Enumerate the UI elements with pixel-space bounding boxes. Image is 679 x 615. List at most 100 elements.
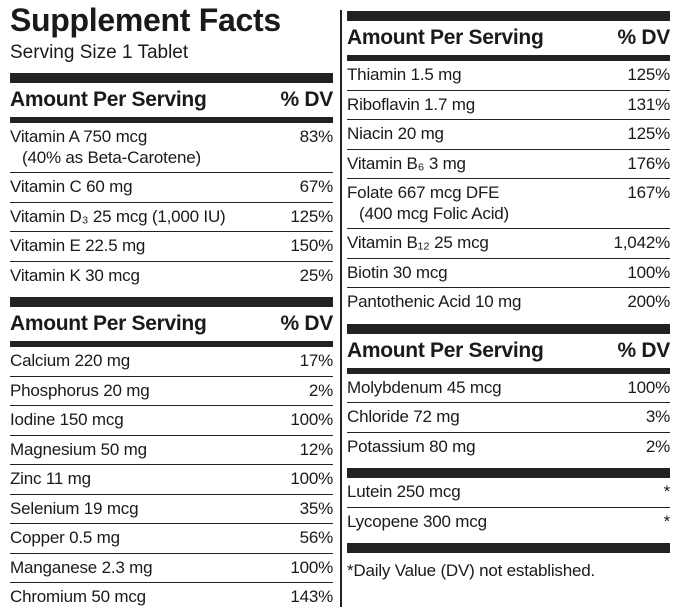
daily-value: 176%: [627, 153, 670, 173]
daily-value: 56%: [299, 528, 334, 547]
nutrient-name-cell: Potassium 80 mg: [347, 436, 476, 458]
nutrient-row: Molybdenum 45 mcg 100%: [347, 374, 670, 403]
nutrient-name-cell: Lycopene 300 mcg: [347, 512, 487, 533]
daily-value: 150%: [290, 236, 333, 255]
nutrient-name: Vitamin C 60 mg: [10, 177, 133, 196]
nutrient-row: Zinc 11 mg 100%: [10, 464, 333, 494]
nutrient-name: Chloride 72 mg: [347, 407, 460, 426]
nutrient-rows: Molybdenum 45 mcg 100% Chloride 72 mg 3% Pot…: [347, 374, 670, 462]
dv-heading: % DV: [617, 26, 671, 49]
nutrient-row: Potassium 80 mg 2%: [347, 431, 670, 462]
divider-bar: [347, 543, 670, 553]
nutrient-name: Molybdenum 45 mcg: [347, 377, 502, 397]
sections: Amount Per Serving % DV Thiamin 1.5 mg 125%…: [347, 11, 670, 536]
daily-value: 125%: [290, 206, 333, 226]
header-bar: [10, 117, 333, 123]
nutrient-name-cell: Vitamin D₃ 25 mcg (1,000 IU): [10, 206, 226, 228]
nutrient-note: (40% as Beta-Carotene): [22, 147, 201, 167]
nutrient-name-cell: Vitamin E 22.5 mg: [10, 236, 145, 257]
nutrient-row: Selenium 19 mcg 35%: [10, 493, 334, 524]
nutrient-row: Magnesium 50 mg 12%: [10, 434, 333, 465]
nutrient-row: Vitamin B₁₂ 25 mcg 1,042%: [347, 228, 670, 258]
left-column: Supplement Facts Serving Size 1 Tablet A…: [10, 0, 333, 612]
nutrient-name: Iodine 150 mcg: [10, 410, 124, 429]
nutrient-name-cell: Iodine 150 mcg: [10, 410, 124, 431]
title: Supplement Facts: [10, 2, 281, 38]
daily-value: 2%: [308, 380, 333, 400]
amount-heading: Amount Per Serving: [347, 338, 544, 362]
nutrient-name-cell: Zinc 11 mg: [10, 469, 91, 490]
daily-value: 35%: [299, 498, 334, 518]
divider-bar: [347, 11, 670, 21]
divider-bar: [347, 468, 670, 478]
dv-heading: % DV: [280, 312, 334, 335]
nutrient-name: Vitamin A 750 mcg: [10, 127, 148, 146]
daily-value: 25%: [299, 265, 334, 285]
nutrient-name-cell: Thiamin 1.5 mg: [347, 65, 462, 86]
column-divider: [340, 10, 342, 607]
daily-value: 100%: [290, 469, 333, 488]
daily-value: 100%: [627, 377, 670, 397]
nutrient-name-cell: Magnesium 50 mg: [10, 440, 147, 461]
daily-value: 67%: [299, 177, 334, 196]
nutrient-rows: Lutein 250 mcg * Lycopene 300 mcg *: [347, 478, 670, 536]
right-column: Amount Per Serving % DV Thiamin 1.5 mg 125%…: [347, 4, 670, 581]
nutrient-name: Riboflavin 1.7 mg: [347, 94, 475, 114]
nutrient-name-cell: Calcium 220 mg: [10, 351, 130, 372]
nutrient-row: Calcium 220 mg 17%: [10, 347, 333, 376]
nutrient-name: Calcium 220 mg: [10, 351, 131, 370]
divider-bar: [347, 323, 670, 334]
nutrient-row: Manganese 2.3 mg 100%: [10, 552, 333, 583]
nutrient-row: Riboflavin 1.7 mg 131%: [347, 89, 670, 120]
amount-heading: Amount Per Serving: [10, 88, 207, 111]
nutrient-row: Lycopene 300 mcg *: [347, 506, 671, 537]
nutrient-name-cell: Vitamin B₁₂ 25 mcg: [347, 233, 489, 254]
nutrient-rows: Thiamin 1.5 mg 125% Riboflavin 1.7 mg 131% N…: [347, 61, 670, 317]
nutrient-row: Vitamin B₆ 3 mg 176%: [347, 148, 670, 179]
daily-value: *: [663, 511, 671, 531]
daily-value: 125%: [627, 124, 670, 143]
nutrient-name-cell: Vitamin A 750 mcg (40% as Beta-Carotene): [10, 127, 201, 168]
header-bar: [347, 367, 670, 374]
nutrient-row: Chloride 72 mg 3%: [347, 402, 670, 432]
nutrient-name-cell: Chloride 72 mg: [347, 407, 460, 428]
daily-value: 125%: [627, 65, 670, 84]
section-header: Amount Per Serving % DV: [347, 21, 670, 55]
nutrient-name: Vitamin D₃ 25 mcg (1,000 IU): [10, 206, 226, 226]
nutrient-row: Biotin 30 mcg 100%: [347, 257, 670, 288]
nutrient-name-cell: Folate 667 mcg DFE (400 mcg Folic Acid): [347, 183, 509, 224]
nutrient-name: Selenium 19 mcg: [10, 498, 139, 518]
daily-value: 167%: [627, 183, 670, 202]
sections: Amount Per Serving % DV Vitamin A 750 mcg(…: [10, 73, 333, 612]
daily-value: *: [663, 482, 671, 501]
daily-value: 3%: [645, 407, 670, 426]
divider-bar: [10, 297, 333, 307]
nutrient-name: Folate 667 mcg DFE: [347, 183, 500, 202]
amount-heading: Amount Per Serving: [347, 26, 544, 49]
nutrient-name-cell: Pantothenic Acid 10 mg: [347, 292, 521, 313]
nutrient-name: Chromium 50 mcg: [10, 587, 146, 606]
divider-bar: [10, 73, 333, 83]
footnote: *Daily Value (DV) not established.: [347, 561, 596, 580]
nutrient-name: Lutein 250 mcg: [347, 482, 461, 501]
nutrient-name: Potassium 80 mg: [347, 436, 476, 456]
nutrient-name: Biotin 30 mcg: [347, 262, 448, 282]
nutrient-name-cell: Vitamin B₆ 3 mg: [347, 154, 466, 175]
daily-value: 2%: [645, 436, 670, 456]
nutrient-name: Copper 0.5 mg: [10, 528, 120, 547]
nutrient-name: Magnesium 50 mg: [10, 439, 147, 459]
daily-value: 17%: [299, 351, 334, 370]
nutrient-row: Copper 0.5 mg 56%: [10, 523, 333, 553]
daily-value: 100%: [627, 262, 670, 282]
nutrient-name-cell: Phosphorus 20 mg: [10, 381, 150, 402]
nutrient-name: Vitamin B₆ 3 mg: [347, 153, 466, 173]
nutrient-row: Vitamin A 750 mcg (40% as Beta-Carotene) 8…: [10, 123, 333, 172]
nutrient-name: Niacin 20 mg: [347, 124, 444, 143]
nutrient-name-cell: Lutein 250 mcg: [347, 482, 461, 503]
daily-value: 1,042%: [613, 233, 671, 252]
nutrient-name-cell: Vitamin C 60 mg: [10, 177, 133, 198]
nutrient-row: Phosphorus 20 mg 2%: [10, 375, 333, 406]
nutrient-rows: Vitamin A 750 mcg (40% as Beta-Carotene) 8…: [10, 123, 333, 290]
daily-value: 100%: [290, 410, 333, 429]
